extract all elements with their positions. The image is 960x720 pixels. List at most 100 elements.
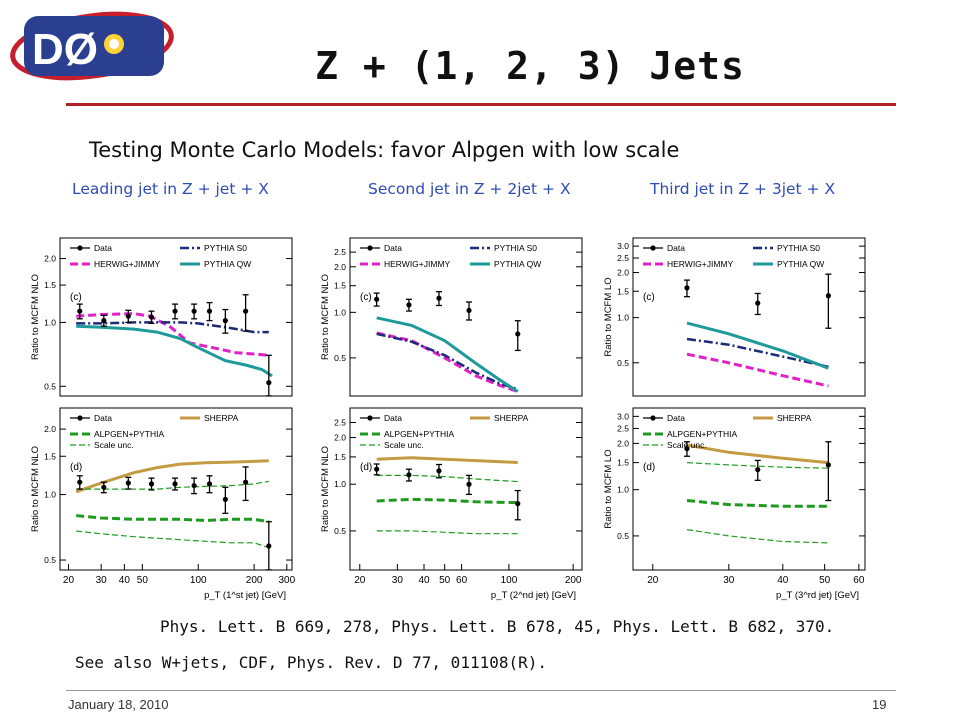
x-tick-label: 100 [190,575,207,586]
y-tick-label: 1.0 [617,313,629,323]
y-axis-label: Ratio to MCFM NLO [320,274,331,360]
legend-label: ALPGEN+PYTHIA [94,429,164,439]
y-tick-label: 2.0 [617,268,629,278]
series-line-pythia-qw [686,321,829,370]
y-axis-label: Ratio to MCFM NLO [320,446,331,532]
y-tick-label: 0.5 [334,526,346,536]
slide-title: Z + (1, 2, 3) Jets [315,44,745,88]
chart-panel-4: 0.5 1.0 1.5 2.0 2.5 20 30 40 50 60 100 200 p_T (2^nd… [320,407,583,601]
legend-label: Data [94,413,112,423]
series-line-sherpa [75,459,269,494]
y-tick-label: 0.5 [617,531,629,541]
plot-frame [59,237,293,397]
slide-subtitle: Testing Monte Carlo Models: favor Alpgen… [89,138,680,162]
data-point [191,308,197,314]
panel-tag: (d) [70,462,82,473]
y-tick-label: 1.5 [617,458,629,468]
panel-tag: (d) [643,462,655,473]
legend-label: PYTHIA S0 [777,243,820,253]
series-line-pythia-s0 [686,337,829,369]
data-point [755,467,761,473]
data-point [406,302,412,308]
data-point [466,307,472,314]
data-point [466,481,472,487]
x-tick-label: 50 [819,575,831,586]
series-line-alpgen-pythia [376,497,518,505]
x-tick-label: 60 [853,575,865,586]
y-tick-label: 1.5 [617,286,629,296]
data-point [684,285,690,291]
y-tick-label: 2.5 [617,424,629,434]
x-tick-label: 40 [418,575,430,586]
series-line-sherpa [376,456,518,464]
y-tick-label: 1.0 [44,490,56,500]
column-label-third-jet: Third jet in Z + 3jet + X [650,180,836,198]
series-line-scale-unc-upper [76,480,269,490]
y-tick-label: 3.0 [617,411,629,421]
legend-label: SHERPA [204,413,239,423]
data-point [436,468,442,474]
x-tick-label: 20 [63,575,75,586]
x-tick-label: 100 [501,575,518,586]
legend-label: PYTHIA QW [494,259,541,269]
series-line-pythia-s0 [376,332,519,391]
y-tick-label: 2.0 [334,433,346,443]
logo-text: DØ [32,25,98,74]
column-label-leading-jet: Leading jet in Z + jet + X [72,180,269,198]
data-point [266,543,272,549]
data-point [101,318,107,324]
y-tick-label: 0.5 [44,555,56,565]
data-point [266,380,272,386]
y-tick-label: 2.5 [334,417,346,427]
x-tick-label: 300 [278,575,295,586]
panel-tag: (c) [70,292,82,303]
legend-label: Data [384,413,402,423]
data-point [222,318,228,324]
x-tick-label: 30 [392,575,404,586]
x-tick-label: 200 [565,575,582,586]
x-tick-label: 60 [456,575,468,586]
legend-label: Data [667,413,685,423]
legend-swatch [367,415,373,421]
panel-tag: (c) [360,292,372,303]
legend-swatch [650,245,656,251]
y-tick-label: 1.5 [334,281,346,291]
legend-label: SHERPA [494,413,529,423]
data-point [684,446,690,452]
y-axis-label: Ratio to MCFM LO [603,277,614,356]
data-point [125,480,131,486]
data-point [825,293,831,299]
legend-label: ALPGEN+PYTHIA [667,429,737,439]
series-line-pythia-qw [76,324,273,378]
legend-label: Data [94,243,112,253]
data-point [148,481,155,487]
x-tick-label: 50 [439,575,451,586]
chart-panel-3: 0.5 1.0 1.5 2.0 2.5 Ratio to MCFM NLO (c) Data H… [320,237,583,397]
page-number: 19 [872,697,887,712]
x-tick-label: 40 [777,575,789,586]
series-line-scale-unc-upper [376,474,518,483]
see-also-text: See also W+jets, CDF, Phys. Rev. D 77, 0… [75,653,548,672]
data-point [191,482,197,489]
legend-label: PYTHIA QW [204,259,251,269]
legend-label: Scale unc. [667,440,707,450]
plot-frame [349,407,583,571]
data-point [243,479,249,485]
y-tick-label: 1.0 [44,317,56,327]
y-tick-label: 2.0 [44,254,56,264]
data-point [125,313,131,319]
y-tick-label: 1.5 [44,451,56,461]
x-axis-label: p_T (1^st jet) [GeV] [204,590,286,601]
data-point [406,472,412,478]
data-point [206,308,213,314]
legend-label: HERWIG+JIMMY [667,259,734,269]
y-tick-label: 2.0 [44,424,56,434]
data-point [101,484,107,490]
data-point [222,496,228,503]
data-point [515,501,521,507]
data-point [172,308,178,314]
legend-label: PYTHIA S0 [204,243,247,253]
plot-frame [632,237,866,397]
panel-tag: (d) [360,462,372,473]
